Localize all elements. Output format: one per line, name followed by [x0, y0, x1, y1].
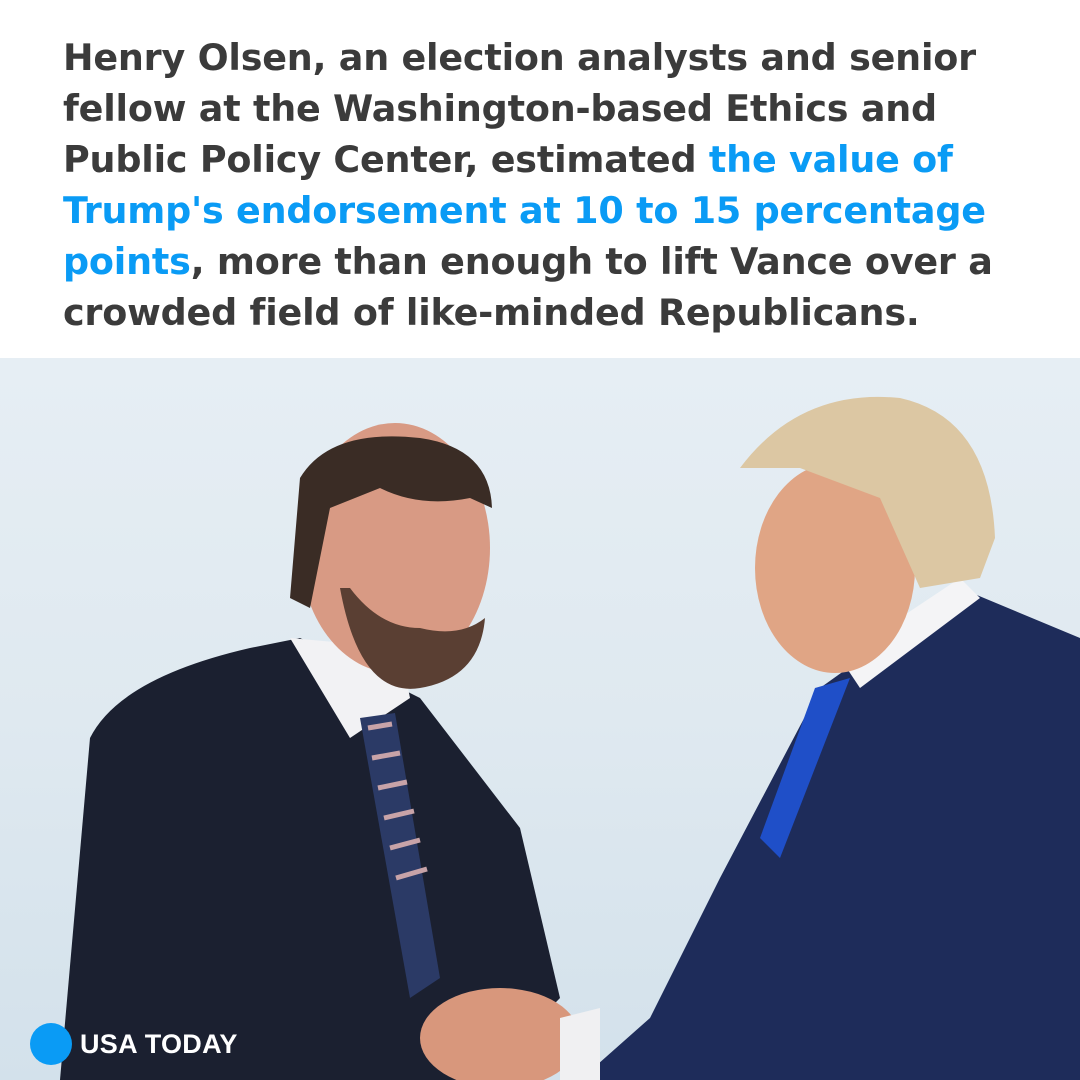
right-man	[580, 396, 1080, 1080]
blue-circle-logo-icon	[30, 1023, 72, 1065]
handshake-photo	[0, 358, 1080, 1080]
brand-name: USA TODAY	[80, 1028, 238, 1059]
handshake	[420, 988, 600, 1080]
quote-text-before: Henry Olsen, an election analysts and se…	[63, 36, 976, 181]
quote-header: Henry Olsen, an election analysts and se…	[0, 0, 1080, 358]
quote-highlight: the value of Trump's endorsement at 10 t…	[63, 138, 986, 283]
photo-illustration	[60, 396, 1080, 1080]
quote-text-after: , more than enough to lift Vance over a …	[63, 240, 993, 334]
left-man	[60, 423, 560, 1080]
quote-text: Henry Olsen, an election analysts and se…	[63, 32, 1053, 338]
usa-today-logo: USA TODAY	[30, 1023, 238, 1065]
